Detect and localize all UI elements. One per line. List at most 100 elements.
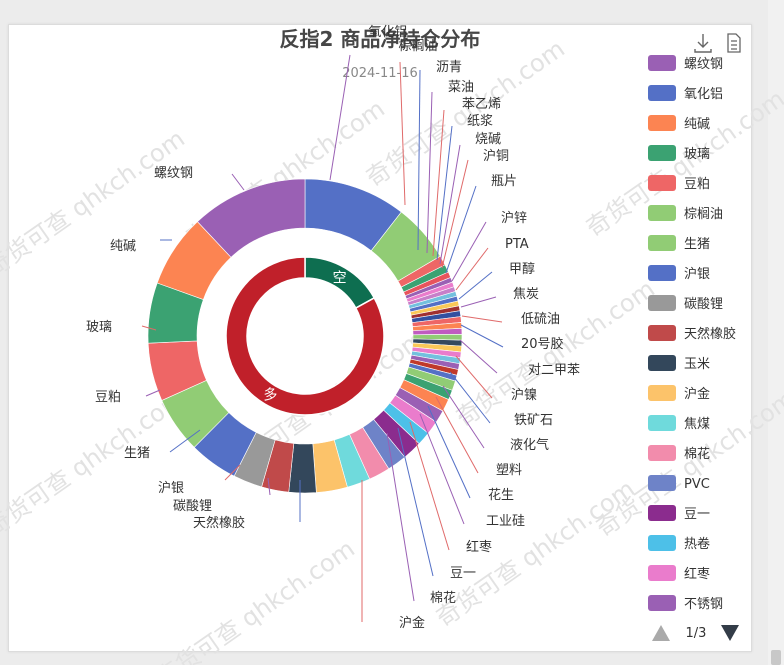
legend-item[interactable]: 不锈钢 (648, 595, 723, 612)
legend-label: 沪金 (684, 386, 710, 402)
legend-item[interactable]: 玻璃 (648, 145, 710, 162)
label-leader-line (460, 324, 504, 348)
legend-item[interactable]: 碳酸锂 (648, 295, 723, 312)
legend-label: 氧化铝 (684, 87, 723, 102)
inner-slice[interactable] (225, 256, 385, 416)
legend-item[interactable]: 棕榈油 (648, 205, 723, 222)
label-leader-line (461, 315, 503, 323)
label-leader-lines (141, 54, 504, 622)
label-leader-line (169, 429, 201, 453)
legend-swatch (648, 325, 676, 341)
label-leader-line (442, 385, 485, 449)
label-leader-line (224, 464, 241, 481)
legend-swatch (648, 535, 676, 551)
label-leader-line (435, 396, 479, 474)
watermark-text: 奇货可查 qhkch.com (151, 535, 360, 665)
download-icon[interactable] (694, 34, 712, 53)
legend-swatch (648, 385, 676, 401)
label-leader-line (449, 371, 491, 424)
label-leader-line (451, 221, 487, 282)
slice-label: 豆粕 (95, 390, 121, 405)
inner-labels: 空多 (263, 270, 346, 403)
slice-label: 塑料 (496, 463, 522, 478)
legend-label: 焦煤 (684, 417, 710, 432)
slice-label: 纸浆 (467, 114, 493, 129)
legend-next-page-icon[interactable] (721, 625, 739, 641)
legend-item[interactable]: 热卷 (648, 535, 710, 552)
legend-swatch (648, 565, 676, 581)
slice-label: 瓶片 (491, 174, 517, 189)
slice-label: 20号胶 (521, 336, 564, 352)
legend-swatch (648, 55, 676, 71)
legend-swatch (648, 355, 676, 371)
watermark-text: 奇货可查 qhkch.com (0, 125, 190, 283)
label-leader-line (455, 355, 493, 399)
slice-label: 沪银 (158, 480, 184, 496)
legend-swatch (648, 85, 676, 101)
legend-item[interactable]: 纯碱 (648, 115, 710, 132)
legend-prev-page-icon[interactable] (652, 625, 670, 641)
slice-label: 玻璃 (86, 320, 112, 335)
legend-swatch (648, 415, 676, 431)
watermark-text: 奇货可查 qhkch.com (451, 275, 660, 433)
slice-label: 菜油 (448, 80, 474, 95)
label-leader-line (427, 405, 471, 499)
legend-label: 豆粕 (684, 177, 710, 192)
label-leader-line (426, 91, 433, 254)
label-leader-line (409, 421, 450, 551)
legend-item[interactable]: 棉花 (648, 445, 710, 462)
legend-label: 红枣 (684, 566, 710, 582)
legend-label: 生猪 (684, 237, 710, 252)
legend-item[interactable]: 天然橡胶 (648, 325, 736, 342)
slice-label: 纯碱 (110, 239, 136, 254)
legend-label: 碳酸锂 (684, 297, 723, 312)
chart-subtitle: 2024-11-16 (342, 66, 418, 81)
slice-label: 花生 (488, 487, 514, 503)
label-leader-line (441, 159, 469, 269)
label-leader-line (417, 69, 421, 251)
legend-item[interactable]: 豆粕 (648, 175, 710, 192)
slice-label: 沪镍 (511, 387, 537, 403)
watermark-text: 奇货可查 qhkch.com (0, 385, 190, 543)
legend-item[interactable]: 焦煤 (648, 415, 710, 432)
legend-item[interactable]: 氧化铝 (648, 85, 723, 102)
chart-title: 反指2 商品净持仓分布 (280, 27, 481, 51)
outer-slice[interactable] (197, 178, 306, 258)
label-leader-line (445, 185, 477, 274)
slice-label: 沪金 (399, 615, 425, 631)
legend-swatch (648, 475, 676, 491)
label-leader-line (329, 54, 351, 181)
slice-label: 螺纹钢 (154, 166, 193, 181)
legend-label: 螺纹钢 (684, 57, 723, 72)
legend-item[interactable]: 螺纹钢 (648, 55, 723, 72)
legend-page-indicator: 1/3 (686, 626, 707, 641)
legend-item[interactable]: 豆一 (648, 505, 710, 522)
slice-label: 工业硅 (486, 514, 525, 529)
slice-label: 烧碱 (475, 132, 501, 147)
legend-label: 不锈钢 (684, 597, 723, 612)
slice-label: 生猪 (124, 446, 150, 461)
legend-swatch (648, 175, 676, 191)
legend-item[interactable]: 沪银 (648, 265, 710, 282)
slice-label: 氧化铝 (368, 25, 407, 40)
page-scrollbar[interactable] (768, 0, 784, 665)
legend-item[interactable]: PVC (648, 475, 710, 492)
slice-label: 苯乙烯 (462, 97, 501, 112)
legend-item[interactable]: 玉米 (648, 355, 710, 372)
slice-label: 沥青 (436, 60, 462, 75)
legend-label: 纯碱 (684, 117, 710, 132)
legend-item[interactable]: 生猪 (648, 235, 710, 252)
slice-label: 棕榈油 (398, 39, 437, 54)
page-scrollbar-thumb[interactable] (771, 650, 781, 665)
slice-label: 对二甲苯 (528, 363, 580, 378)
legend-item[interactable]: 沪金 (648, 385, 710, 402)
slice-label: PTA (505, 237, 529, 252)
label-leader-line (141, 325, 157, 331)
data-view-icon[interactable] (727, 33, 741, 53)
slice-label: 天然橡胶 (193, 515, 245, 531)
slice-label: 铁矿石 (514, 413, 553, 428)
legend-item[interactable]: 红枣 (648, 565, 710, 582)
legend-swatch (648, 205, 676, 221)
